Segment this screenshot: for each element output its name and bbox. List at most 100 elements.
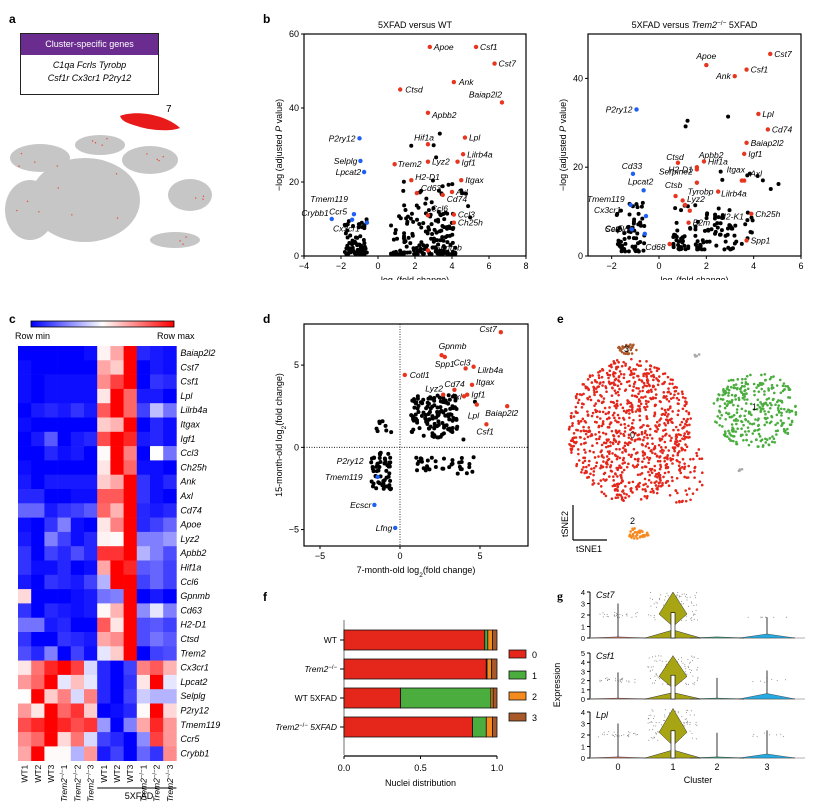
jitter-point	[660, 594, 662, 596]
unlabeled-points	[342, 131, 473, 257]
point-gpnmb	[425, 248, 431, 253]
tsne-point	[744, 377, 747, 381]
heatmap-cell	[150, 674, 164, 690]
tsne-point	[637, 364, 641, 367]
jitter-point	[653, 617, 655, 619]
heatmap-cell	[110, 674, 124, 690]
data-point	[352, 251, 357, 256]
tsne-point	[598, 410, 602, 414]
tsne-point	[743, 414, 746, 418]
jitter-point	[647, 718, 649, 720]
tsne-point	[626, 352, 630, 356]
heatmap-cell	[163, 403, 177, 418]
tsne-point	[726, 399, 729, 403]
tsne-point	[669, 457, 672, 460]
heatmap-cell	[150, 503, 164, 518]
tsne-point	[582, 392, 585, 396]
tsne-point	[774, 423, 777, 427]
tsne-point	[681, 499, 684, 503]
tsne-point	[582, 402, 585, 406]
jitter-point	[681, 657, 683, 659]
tsne-point	[663, 471, 667, 475]
tsne-point	[721, 393, 725, 397]
jitter-point	[689, 669, 691, 671]
tsne-point	[651, 385, 655, 389]
jitter-point	[690, 601, 692, 603]
heatmap-cell	[31, 346, 45, 361]
jitter-point	[678, 596, 680, 598]
heatmap-cell	[97, 546, 111, 561]
tsne-point	[727, 388, 731, 392]
jitter-point	[685, 712, 687, 714]
data-point	[460, 191, 465, 196]
jitter-point	[682, 662, 684, 664]
tsne-point	[635, 465, 639, 468]
heatmap-cell	[97, 689, 111, 704]
jitter-point	[655, 673, 657, 675]
jitter-point	[681, 715, 683, 717]
data-point	[421, 433, 426, 438]
heatmap-cell	[84, 460, 98, 475]
tsne-point	[634, 368, 637, 371]
tsne-point	[655, 420, 659, 424]
tsne-point	[667, 470, 670, 474]
tsne-point	[593, 393, 596, 397]
data-point	[356, 225, 361, 230]
tsne-point	[740, 381, 744, 385]
heatmap-cell	[163, 703, 177, 719]
row-label-ccr5: Ccr5	[180, 734, 200, 744]
jitter-point	[654, 680, 656, 682]
heatmap-cell	[110, 403, 124, 418]
heatmap-cell	[97, 589, 111, 604]
data-point	[445, 240, 450, 245]
jitter-point	[658, 597, 660, 599]
data-point	[440, 184, 445, 189]
jitter-point	[695, 610, 697, 612]
point-baiap2l2	[744, 140, 749, 145]
data-point	[409, 143, 414, 148]
tsne-point	[657, 443, 661, 447]
heatmap-cell	[18, 617, 32, 633]
data-point	[415, 420, 420, 425]
jitter-point	[677, 712, 679, 714]
jitter-point	[696, 680, 698, 682]
tsne-point	[667, 412, 670, 416]
tsne-point	[616, 496, 620, 499]
tsne-point	[617, 393, 620, 397]
data-point	[466, 204, 471, 209]
tsne-point	[601, 368, 605, 372]
heatmap-cell	[70, 346, 85, 361]
data-point	[393, 228, 398, 233]
tsne-point	[654, 484, 658, 487]
colorbar-max-label: Row max	[157, 331, 195, 341]
heatmap-cell	[150, 689, 164, 704]
data-point	[391, 250, 396, 255]
tsne-point	[622, 468, 626, 472]
tsne-point	[650, 390, 653, 393]
y-tick-label: 0	[294, 442, 299, 452]
label-part: −/−	[328, 665, 337, 671]
heatmap-cell	[110, 560, 124, 576]
point-ank	[451, 79, 457, 85]
jitter-point	[695, 721, 697, 723]
x-tick-label: 6	[486, 261, 491, 271]
tsne-point	[600, 424, 604, 428]
tsne-point	[642, 438, 645, 442]
data-point	[374, 469, 379, 474]
bar-segment-cluster-3	[492, 629, 498, 651]
tsne-sparse-red-dot	[91, 140, 94, 142]
heatmap-cell	[57, 646, 72, 661]
data-point	[414, 252, 419, 257]
tsne-point	[645, 360, 648, 363]
jitter-point	[649, 670, 651, 672]
point-baiap2l2	[499, 100, 505, 105]
label-part: (fold change)	[423, 565, 476, 575]
tsne-point	[671, 382, 674, 386]
tsne-point	[615, 457, 619, 461]
tsne-point	[695, 454, 699, 458]
tsne-point	[661, 435, 665, 438]
data-point	[725, 226, 730, 231]
tsne-point	[586, 410, 589, 413]
tsne-point	[630, 373, 633, 376]
